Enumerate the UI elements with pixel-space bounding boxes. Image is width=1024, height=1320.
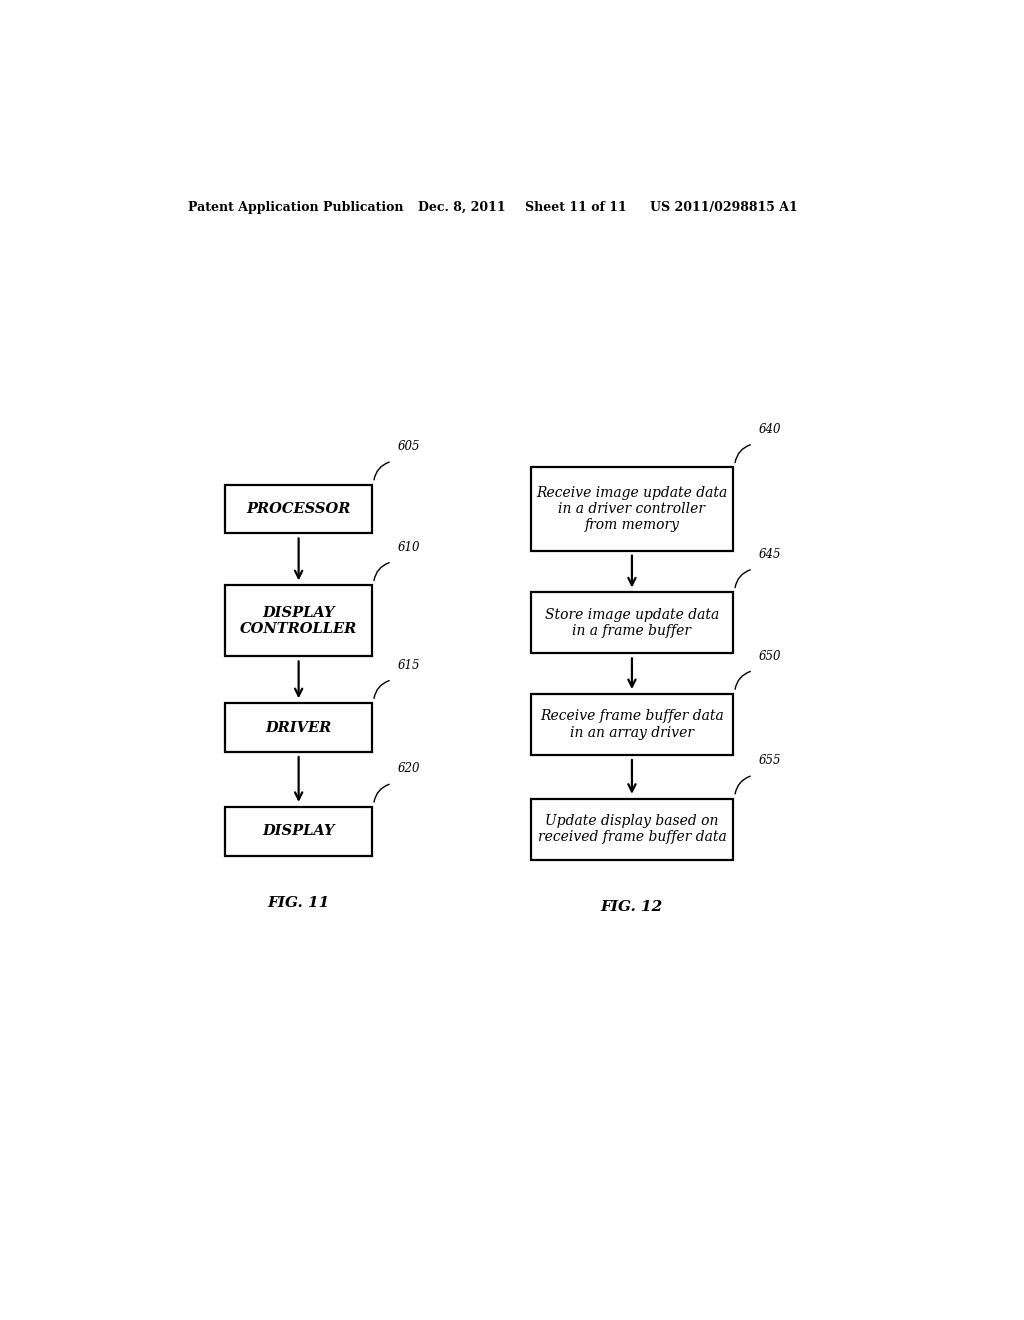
Bar — [225, 807, 372, 855]
Text: Receive frame buffer data
in an array driver: Receive frame buffer data in an array dr… — [540, 709, 724, 739]
Text: Dec. 8, 2011: Dec. 8, 2011 — [418, 201, 505, 214]
Text: DISPLAY: DISPLAY — [262, 824, 335, 838]
Text: Sheet 11 of 11: Sheet 11 of 11 — [524, 201, 627, 214]
Text: 640: 640 — [759, 422, 781, 436]
Text: 645: 645 — [759, 548, 781, 561]
Text: Store image update data
in a frame buffer: Store image update data in a frame buffe… — [545, 607, 719, 638]
Text: DISPLAY
CONTROLLER: DISPLAY CONTROLLER — [240, 606, 357, 636]
Text: FIG. 12: FIG. 12 — [601, 900, 664, 915]
Bar — [530, 799, 733, 859]
Bar — [530, 467, 733, 550]
Text: 605: 605 — [397, 440, 420, 453]
Text: FIG. 11: FIG. 11 — [267, 896, 330, 911]
Text: Receive image update data
in a driver controller
from memory: Receive image update data in a driver co… — [537, 486, 728, 532]
Text: 620: 620 — [397, 763, 420, 775]
Text: 610: 610 — [397, 541, 420, 554]
Bar — [225, 704, 372, 752]
Text: Update display based on
received frame buffer data: Update display based on received frame b… — [538, 814, 726, 845]
Bar — [530, 694, 733, 755]
Bar — [530, 593, 733, 653]
Text: 615: 615 — [397, 659, 420, 672]
Text: DRIVER: DRIVER — [265, 721, 332, 735]
Text: 655: 655 — [759, 754, 781, 767]
Bar — [225, 484, 372, 533]
Text: 650: 650 — [759, 649, 781, 663]
Text: PROCESSOR: PROCESSOR — [247, 502, 351, 516]
Text: US 2011/0298815 A1: US 2011/0298815 A1 — [650, 201, 798, 214]
Bar — [225, 585, 372, 656]
Text: Patent Application Publication: Patent Application Publication — [187, 201, 403, 214]
